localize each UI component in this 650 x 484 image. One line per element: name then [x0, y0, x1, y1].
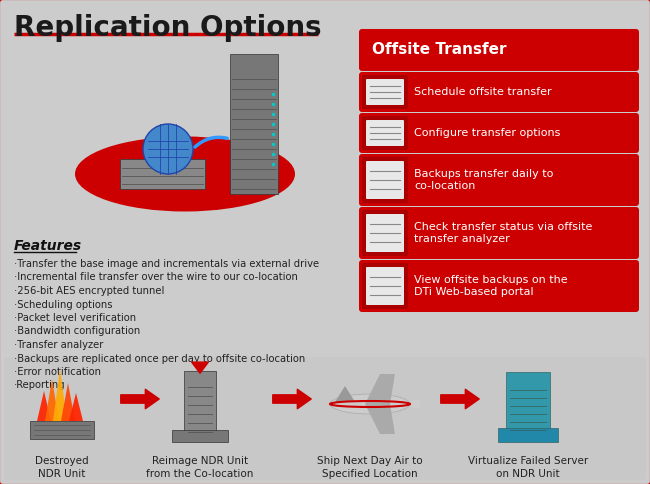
FancyArrowPatch shape	[121, 389, 159, 408]
FancyBboxPatch shape	[359, 72, 639, 112]
Text: Schedule offsite transfer: Schedule offsite transfer	[414, 87, 552, 97]
Text: ·Reporting: ·Reporting	[14, 380, 66, 391]
FancyBboxPatch shape	[230, 54, 278, 194]
FancyBboxPatch shape	[362, 157, 408, 203]
Text: ·Transfer analyzer: ·Transfer analyzer	[14, 340, 103, 350]
FancyBboxPatch shape	[359, 29, 639, 71]
Polygon shape	[365, 404, 395, 434]
FancyBboxPatch shape	[366, 214, 404, 252]
Text: ·Error notification: ·Error notification	[14, 367, 101, 377]
FancyBboxPatch shape	[366, 120, 404, 146]
Text: ·256-bit AES encrypted tunnel: ·256-bit AES encrypted tunnel	[14, 286, 164, 296]
FancyBboxPatch shape	[362, 75, 408, 109]
Text: Backups transfer daily to
co-location: Backups transfer daily to co-location	[414, 168, 553, 191]
FancyBboxPatch shape	[359, 260, 639, 312]
Text: View offsite backups on the
DTi Web-based portal: View offsite backups on the DTi Web-base…	[414, 274, 567, 297]
Text: Offsite Transfer: Offsite Transfer	[372, 43, 506, 58]
Polygon shape	[53, 369, 67, 421]
Text: ·Packet level verification: ·Packet level verification	[14, 313, 136, 323]
Text: Check transfer status via offsite
transfer analyzer: Check transfer status via offsite transf…	[414, 222, 592, 244]
Ellipse shape	[330, 394, 410, 414]
Polygon shape	[365, 374, 395, 404]
FancyBboxPatch shape	[362, 116, 408, 150]
Text: Ship Next Day Air to
Specified Location: Ship Next Day Air to Specified Location	[317, 456, 422, 479]
FancyBboxPatch shape	[366, 161, 404, 199]
Ellipse shape	[75, 136, 295, 212]
Text: ·Transfer the base image and incrementals via external drive: ·Transfer the base image and incremental…	[14, 259, 319, 269]
FancyBboxPatch shape	[362, 210, 408, 256]
Text: ·Incremental file transfer over the wire to our co-location: ·Incremental file transfer over the wire…	[14, 272, 298, 283]
FancyBboxPatch shape	[30, 421, 94, 439]
FancyBboxPatch shape	[120, 159, 205, 189]
FancyBboxPatch shape	[184, 371, 216, 436]
FancyArrowPatch shape	[192, 362, 209, 373]
Text: ·Scheduling options: ·Scheduling options	[14, 300, 112, 309]
Polygon shape	[400, 399, 420, 409]
Text: ·Bandwidth configuration: ·Bandwidth configuration	[14, 327, 140, 336]
Polygon shape	[61, 383, 75, 421]
FancyBboxPatch shape	[172, 430, 228, 442]
Polygon shape	[69, 393, 83, 421]
Polygon shape	[37, 391, 51, 421]
FancyBboxPatch shape	[4, 357, 646, 480]
Text: Configure transfer options: Configure transfer options	[414, 128, 560, 138]
FancyBboxPatch shape	[359, 113, 639, 153]
Text: Reimage NDR Unit
from the Co-location: Reimage NDR Unit from the Co-location	[146, 456, 254, 479]
FancyBboxPatch shape	[366, 79, 404, 105]
FancyBboxPatch shape	[359, 207, 639, 259]
FancyBboxPatch shape	[498, 428, 558, 442]
Text: Virtualize Failed Server
on NDR Unit: Virtualize Failed Server on NDR Unit	[468, 456, 588, 479]
FancyBboxPatch shape	[366, 267, 404, 305]
FancyBboxPatch shape	[506, 372, 550, 434]
Text: ·Backups are replicated once per day to offsite co-location: ·Backups are replicated once per day to …	[14, 353, 306, 363]
FancyBboxPatch shape	[359, 154, 639, 206]
FancyArrowPatch shape	[441, 389, 479, 408]
Text: Features: Features	[14, 239, 82, 253]
Polygon shape	[45, 379, 59, 421]
Circle shape	[143, 124, 193, 174]
FancyArrowPatch shape	[273, 389, 311, 408]
Text: Replication Options: Replication Options	[14, 14, 322, 42]
FancyBboxPatch shape	[362, 263, 408, 309]
Polygon shape	[335, 386, 355, 402]
Text: Destroyed
NDR Unit: Destroyed NDR Unit	[35, 456, 89, 479]
